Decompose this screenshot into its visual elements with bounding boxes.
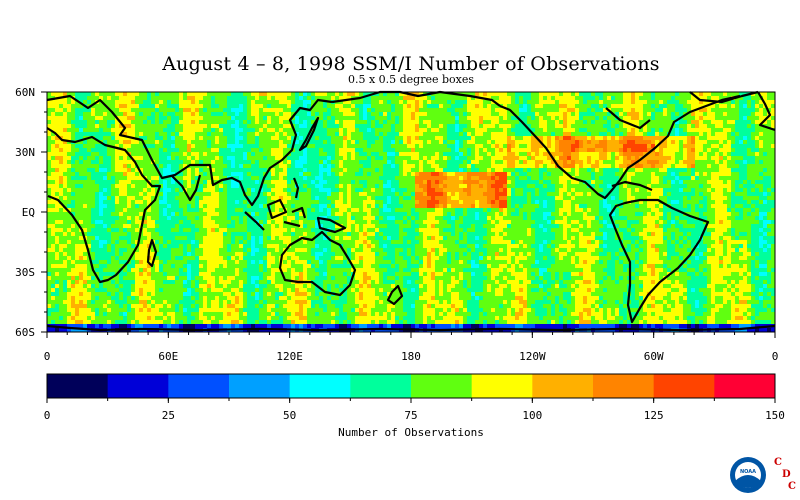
x-tick-label: 120W bbox=[519, 350, 546, 363]
colorbar-tick-label: 100 bbox=[522, 409, 542, 422]
antarctica-coastline bbox=[46, 324, 776, 332]
x-tick-label: 180 bbox=[401, 350, 421, 363]
colorbar-ticks: 0 25 50 75 100 125 150 bbox=[44, 398, 785, 422]
y-tick-label: 30N bbox=[15, 146, 35, 159]
papua-coastline bbox=[316, 216, 347, 234]
colorbar-cell bbox=[653, 374, 715, 398]
europe-coastline bbox=[757, 91, 776, 132]
noaa-wave-icon bbox=[735, 475, 761, 488]
y-tick-label: 60S bbox=[15, 326, 35, 339]
new-zealand-coastline bbox=[386, 284, 404, 306]
colorbar-tick-label: 125 bbox=[644, 409, 664, 422]
y-tick-label: 30S bbox=[15, 266, 35, 279]
x-tick-label: 0 bbox=[772, 350, 779, 363]
x-tick-label: 0 bbox=[44, 350, 51, 363]
greenland-coastline bbox=[689, 90, 759, 104]
colorbar-cell bbox=[350, 374, 412, 398]
africa-coastline bbox=[46, 127, 162, 284]
logo-letter-d: D bbox=[782, 469, 791, 480]
colorbar-cell bbox=[593, 374, 655, 398]
colorbar-tick-label: 25 bbox=[162, 409, 175, 422]
noaa-badge-text: NOAA bbox=[740, 469, 756, 475]
colorbar-cell bbox=[168, 374, 230, 398]
colorbar-label: Number of Observations bbox=[338, 426, 484, 439]
madagascar-coastline bbox=[146, 238, 158, 268]
south-america-coastline bbox=[608, 198, 710, 324]
y-axis: 60N 30N EQ 30S 60S bbox=[15, 86, 47, 339]
y-tick-label: 60N bbox=[15, 86, 35, 99]
colorbar-tick-label: 50 bbox=[283, 409, 296, 422]
north-america-coastline bbox=[499, 94, 741, 200]
colorbar-cell bbox=[471, 374, 533, 398]
indonesia-coastline bbox=[244, 198, 307, 231]
coastlines bbox=[46, 90, 776, 332]
chart-title: August 4 – 8, 1998 SSM/I Number of Obser… bbox=[162, 53, 660, 75]
colorbar-cell bbox=[107, 374, 169, 398]
logo-letter-c1: C bbox=[774, 457, 782, 468]
colorbar-tick-label: 0 bbox=[44, 409, 51, 422]
noaa-cdc-logo: NOAA C D C bbox=[730, 457, 796, 493]
x-tick-label: 120E bbox=[276, 350, 303, 363]
colorbar-cell bbox=[289, 374, 351, 398]
logo-letter-c2: C bbox=[788, 481, 796, 492]
india-coastline bbox=[171, 174, 202, 202]
colorbar-cell bbox=[532, 374, 594, 398]
x-tick-label: 60E bbox=[158, 350, 178, 363]
x-tick-label: 60W bbox=[644, 350, 664, 363]
colorbar-cell bbox=[229, 374, 291, 398]
hudson-bay-coastline bbox=[605, 107, 651, 130]
japan-coastline bbox=[298, 116, 320, 152]
observation-field bbox=[47, 92, 775, 332]
x-axis: 0 60E 120E 180 120W 60W 0 bbox=[44, 332, 779, 363]
caribbean-coastline bbox=[611, 180, 653, 192]
colorbar-tick-label: 150 bbox=[765, 409, 785, 422]
colorbar-cell bbox=[714, 374, 776, 398]
chart-subtitle: 0.5 x 0.5 degree boxes bbox=[347, 73, 475, 86]
north-pacific-coastline bbox=[331, 90, 501, 107]
colorbar-tick-label: 75 bbox=[404, 409, 417, 422]
colorbar-cell bbox=[411, 374, 473, 398]
philippines-coastline bbox=[292, 177, 300, 199]
colorbar-cells bbox=[47, 374, 776, 398]
colorbar-cell bbox=[47, 374, 109, 398]
y-tick-label: EQ bbox=[22, 206, 35, 219]
eurasia-coastline bbox=[46, 94, 333, 207]
australia-coastline bbox=[278, 230, 357, 297]
